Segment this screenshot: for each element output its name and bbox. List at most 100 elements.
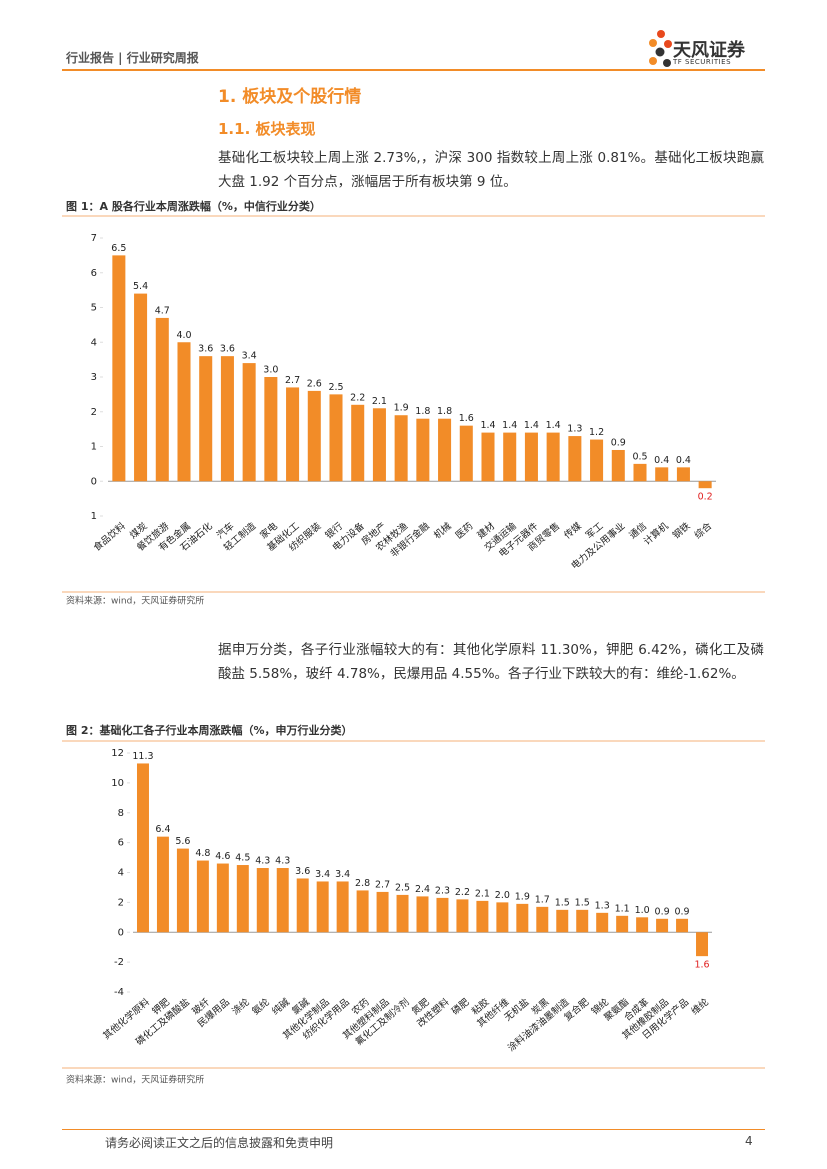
value-label: 6.4 [155,824,170,835]
value-label: 4.0 [176,330,191,341]
bar [177,342,191,482]
value-label: 3.4 [242,351,257,362]
bar [199,356,213,482]
header-label: 行业报告 | 行业研究周报 [66,51,199,65]
bar [481,432,495,482]
value-label: 1.5 [555,897,570,908]
value-label: 0.9 [655,906,670,917]
bar [156,836,169,933]
bar [655,467,669,482]
figure-source: 资料来源：wind，天风证券研究所 [66,1074,204,1086]
bar [556,909,569,933]
bar [590,439,604,482]
bar [256,868,269,933]
bar [329,394,343,482]
x-tick-label: 综合 [692,520,715,542]
value-label: 1.1 [615,903,630,914]
value-label: 5.4 [133,281,148,292]
value-label: 2.0 [495,890,510,901]
bar [536,906,549,933]
bar [316,881,329,933]
bar [112,255,126,482]
bar [576,909,589,933]
value-label: 2.5 [395,882,410,893]
value-label: 3.4 [335,869,350,880]
value-label: 4.3 [255,856,270,867]
bar [438,418,452,482]
value-label: 4.5 [235,853,250,864]
bar [376,891,389,933]
y-tick-label: 5 [91,303,97,314]
bar [136,763,149,933]
value-label: 3.6 [220,344,235,355]
y-tick-label: 0 [118,927,124,938]
bar [503,432,517,482]
y-tick-label: 8 [118,808,124,819]
figure-caption: 图 2：基础化工各子行业本周涨跌幅（%，申万行业分类） [66,723,353,737]
value-label: 1.8 [415,406,430,417]
value-label: 3.6 [295,866,310,877]
paragraph: 据申万分类，各子行业涨幅较大的有：其他化学原料 11.30%，钾肥 6.42%，… [218,642,764,682]
bar [286,387,300,482]
x-tick-label: 机械 [431,520,454,542]
footer-rule [62,1129,765,1130]
value-label: 2.7 [285,375,300,386]
bar [459,425,473,482]
section-heading: 1. 板块及个股行情 [218,87,362,107]
bar [416,896,429,933]
y-tick-label: 1 [91,442,97,453]
value-label: 5.6 [175,836,190,847]
bar [236,865,249,933]
y-tick-label: -4 [114,987,124,998]
x-tick-label: 纯碱 [270,996,293,1018]
bar [568,436,582,482]
value-label: 1.6 [459,413,474,424]
value-label: 2.7 [375,879,390,890]
bar [524,432,538,482]
value-label: 6.5 [111,243,126,254]
x-tick-label: 维纶 [689,996,712,1018]
y-tick-label: 1 [91,511,97,522]
bar [516,903,529,933]
bar [155,317,169,482]
value-label: 1.7 [535,894,550,905]
bar [696,932,709,957]
footer-disclaimer: 请务必阅读正文之后的信息披露和免责申明 [105,1136,334,1150]
bar [633,463,647,482]
x-tick-label: 磷肥 [449,996,472,1018]
value-label: 3.6 [198,344,213,355]
bar [596,912,609,933]
value-label: 2.4 [415,884,430,895]
value-label: 2.1 [475,888,490,899]
value-label: 4.3 [275,856,290,867]
value-label: 1.4 [502,420,517,431]
bar [196,860,209,933]
value-label: 4.6 [215,851,230,862]
value-label: 2.2 [455,887,470,898]
x-tick-label: 氨纶 [250,996,273,1018]
bar [611,449,625,482]
value-label: 1.6 [694,960,709,971]
bar [656,918,669,933]
y-tick-label: 6 [118,838,124,849]
y-tick-label: 3 [91,372,97,383]
value-label: 2.1 [372,396,387,407]
logo-mark [649,30,672,67]
header-rule [62,69,765,71]
y-tick-label: 12 [111,748,124,759]
x-tick-label: 钢铁 [670,520,693,542]
value-label: 1.4 [480,420,495,431]
x-tick-label: 传媒 [562,520,585,542]
x-tick-label: 医药 [454,521,476,542]
bar [416,418,430,482]
y-tick-label: 4 [91,337,97,348]
value-label: 2.8 [355,878,370,889]
bar [176,848,189,933]
value-label: 1.3 [595,900,610,911]
value-label: 2.6 [307,378,322,389]
subsection-heading: 1.1. 板块表现 [218,120,316,138]
y-tick-label: 10 [111,778,124,789]
bar [372,408,386,482]
